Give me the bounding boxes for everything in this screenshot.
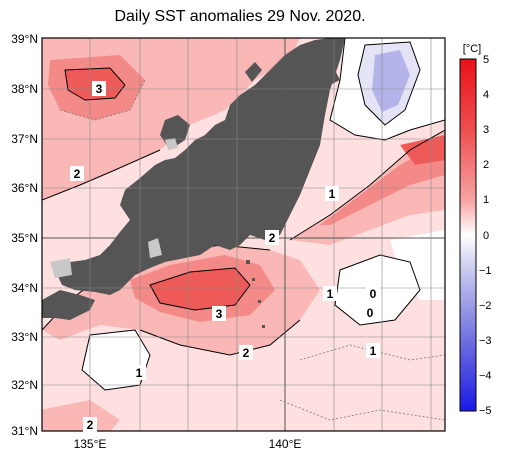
lat-label: 32°N xyxy=(11,378,38,392)
contour-label: 2 xyxy=(87,418,94,432)
contour-labels: 3 2 1 2 1 3 2 1 1 0 0 2 xyxy=(70,81,380,432)
colorbar-tick: 4 xyxy=(483,89,489,101)
lat-label: 31°N xyxy=(11,424,38,438)
latitude-labels: 39°N 38°N 37°N 36°N 35°N 34°N 33°N 32°N … xyxy=(11,32,38,438)
lake-biwa xyxy=(148,238,162,258)
contour-label: 2 xyxy=(269,231,276,245)
sst-field xyxy=(42,38,445,431)
colorbar: [°C] 5 4 3 2 1 0 −1 −2 −3 −4 −5 xyxy=(459,43,492,417)
colorbar-tick: 0 xyxy=(483,230,489,242)
lat-label: 35°N xyxy=(11,231,38,245)
lat-label: 36°N xyxy=(11,181,38,195)
colorbar-tick: −2 xyxy=(479,300,492,312)
lat-label: 39°N xyxy=(11,32,38,46)
colorbar-tick: 3 xyxy=(483,124,489,136)
longitude-labels: 135°E 140°E xyxy=(74,437,302,451)
colorbar-tick: 1 xyxy=(483,194,489,206)
contour-label: 2 xyxy=(74,167,81,181)
colorbar-tick: 5 xyxy=(483,54,489,66)
lat-label: 38°N xyxy=(11,82,38,96)
graticule xyxy=(42,38,445,431)
lat-label: 33°N xyxy=(11,330,38,344)
lon-label: 140°E xyxy=(269,437,302,451)
contour-label: 0 xyxy=(367,306,374,320)
colorbar-tick: −1 xyxy=(479,265,492,277)
contour-label: 1 xyxy=(329,187,336,201)
contour-label: 1 xyxy=(327,287,334,301)
colorbar-unit: [°C] xyxy=(463,43,481,55)
colorbar-tick: −4 xyxy=(479,370,492,382)
contour-label: 3 xyxy=(216,307,223,321)
colorbar-tick: −5 xyxy=(479,405,492,417)
contour-label: 1 xyxy=(370,344,377,358)
contour-label: 3 xyxy=(96,82,103,96)
colorbar-tick: −3 xyxy=(479,335,492,347)
land-shikoku xyxy=(42,290,95,320)
contour-label: 0 xyxy=(370,287,377,301)
map-frame xyxy=(41,37,446,432)
lon-label: 135°E xyxy=(74,437,107,451)
lat-label: 34°N xyxy=(11,281,38,295)
map-title: Daily SST anomalies 29 Nov. 2020. xyxy=(114,8,366,25)
contour-label: 2 xyxy=(243,346,250,360)
colorbar-tick: 2 xyxy=(483,159,489,171)
lat-label: 37°N xyxy=(11,132,38,146)
contour-label: 1 xyxy=(136,366,143,380)
